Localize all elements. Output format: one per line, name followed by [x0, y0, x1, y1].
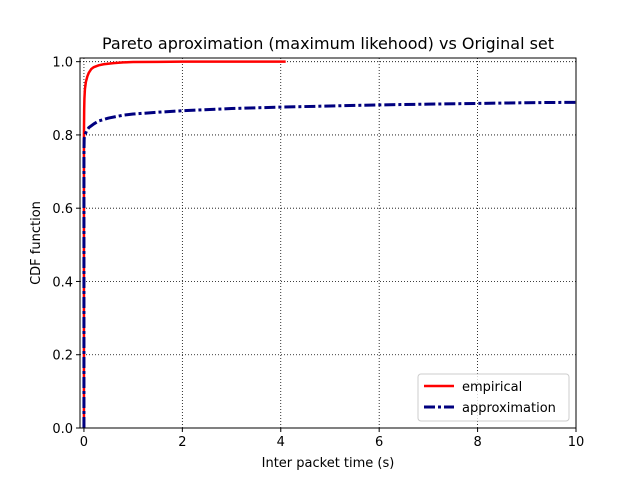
x-axis-ticks: 0 2 4 6 8 10 [80, 428, 584, 450]
x-tick-label: 2 [178, 435, 186, 450]
axes-frame [79, 57, 577, 429]
y-tick-label: 1.0 [52, 56, 73, 71]
chart-title: Pareto aproximation (maximum likehood) v… [102, 34, 554, 53]
y-tick-label: 0.2 [52, 349, 73, 364]
legend-label-approximation: approximation [462, 401, 556, 416]
legend-box [417, 373, 570, 422]
x-axis-label: Inter packet time (s) [262, 456, 395, 471]
series-line-empirical [82, 60, 286, 428]
y-tick-label: 0.6 [52, 202, 73, 217]
y-axis-ticks: 0.0 0.2 0.4 0.6 0.8 1.0 [52, 56, 80, 437]
x-tick-label: 10 [568, 435, 585, 450]
axes-background [80, 58, 576, 428]
x-tick-label: 8 [473, 435, 481, 450]
series-line-approximation [82, 100, 576, 428]
series-layer [82, 60, 576, 428]
y-tick-label: 0.4 [52, 275, 73, 290]
x-tick-label: 0 [80, 435, 88, 450]
y-tick-label: 0.0 [52, 422, 73, 437]
x-tick-label: 4 [277, 435, 285, 450]
y-axis-label: CDF function [29, 201, 44, 285]
x-tick-label: 6 [375, 435, 383, 450]
legend-label-empirical: empirical [462, 380, 522, 395]
y-tick-label: 0.8 [52, 129, 73, 144]
legend: empirical approximation [417, 373, 570, 422]
plot-area: 0 2 4 6 8 10 0.0 0.2 0.4 0.6 0.8 1.0 [52, 56, 584, 450]
